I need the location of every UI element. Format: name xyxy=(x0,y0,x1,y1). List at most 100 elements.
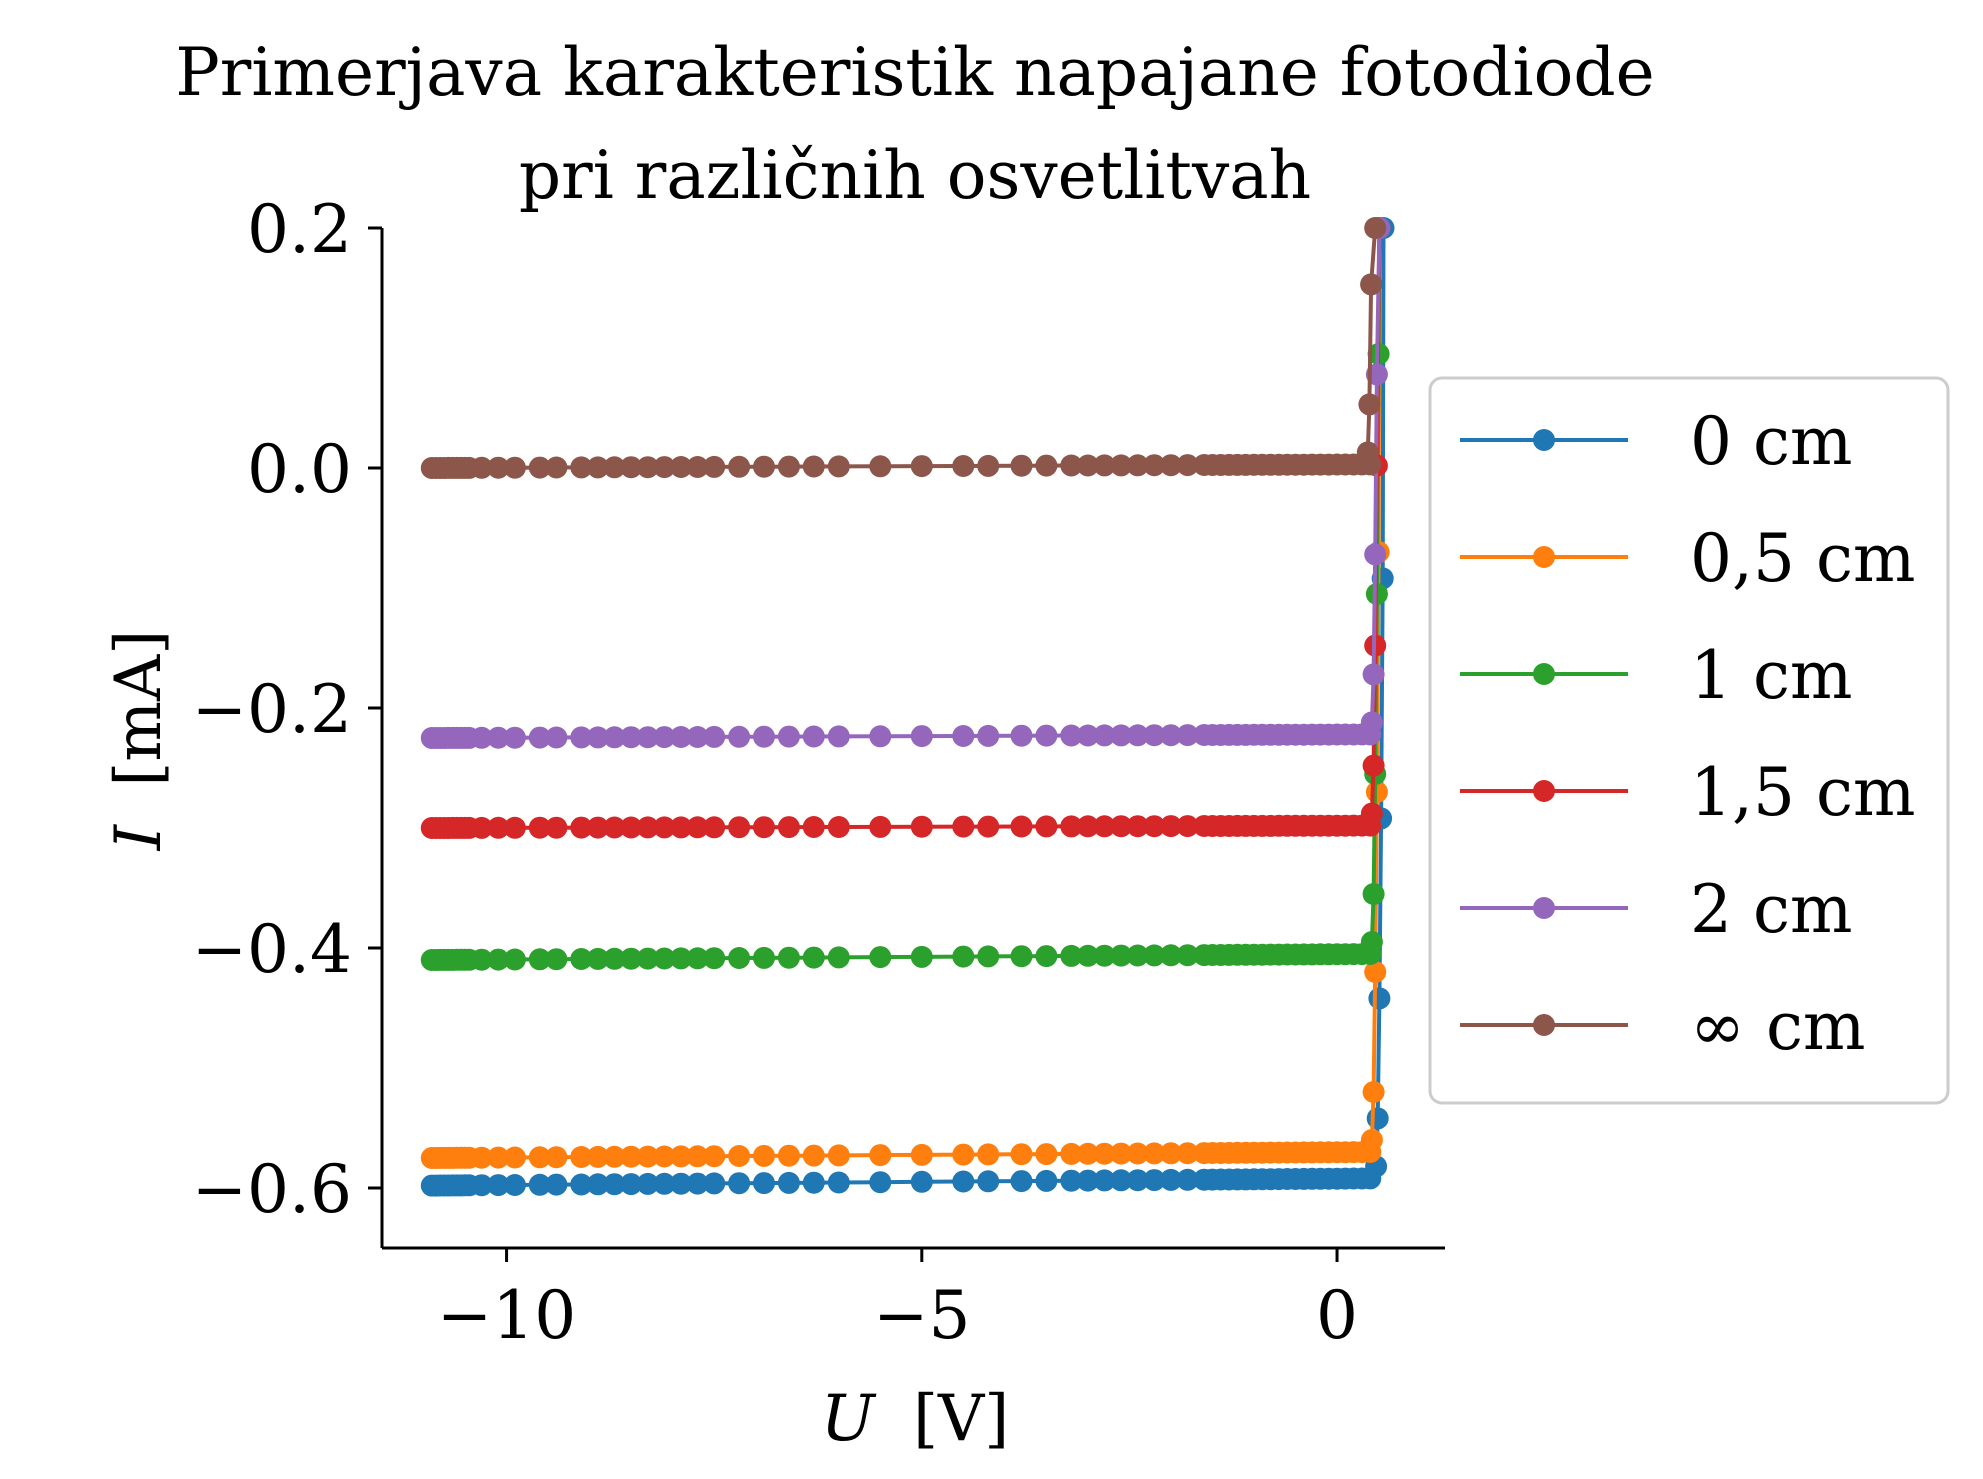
series-4-point-14 xyxy=(545,726,568,749)
series-0-point-18 xyxy=(620,1173,643,1196)
series-1-point-42 xyxy=(1176,1142,1199,1165)
series-2-point-31 xyxy=(952,945,975,968)
series-1-point-20 xyxy=(653,1145,676,1168)
series-3-point-17 xyxy=(603,816,626,839)
series-4-point-15 xyxy=(570,726,593,749)
series-0-point-15 xyxy=(570,1173,593,1196)
series-2-point-17 xyxy=(603,947,626,970)
legend-items: 0 cm 0,5 cm 1 cm 1,5 cm 2 cm ∞ cm xyxy=(1460,403,1916,1065)
y-tick-label-4: 0.2 xyxy=(247,191,352,268)
series-1-point-31 xyxy=(952,1143,975,1166)
series-4-point-27 xyxy=(802,725,825,748)
series-3-point-31 xyxy=(952,815,975,838)
series-4-point-28 xyxy=(827,725,850,748)
series-3-point-18 xyxy=(620,816,643,839)
series-1-point-28 xyxy=(827,1144,850,1167)
series-4-point-13 xyxy=(528,726,551,749)
series-0-point-33 xyxy=(1010,1170,1033,1193)
series-5-point-24 xyxy=(728,455,751,478)
series-2-point-15 xyxy=(570,948,593,970)
series-1-point-12 xyxy=(503,1146,526,1169)
series-0-point-17 xyxy=(603,1173,626,1196)
series-2-point-39 xyxy=(1126,944,1149,967)
series-0-point-35 xyxy=(1060,1169,1083,1192)
x-axis-label-var: U xyxy=(821,1382,877,1456)
series-4-point-23 xyxy=(703,725,726,748)
series-4-point-39 xyxy=(1126,724,1149,747)
series-0 xyxy=(420,217,1395,1197)
series-0-point-21 xyxy=(670,1172,692,1195)
series-5-point-29 xyxy=(869,455,892,478)
series-3-point-39 xyxy=(1126,815,1149,838)
series-5-point-32 xyxy=(977,454,1000,477)
series-2-point-35 xyxy=(1060,944,1083,967)
series-5-point-28 xyxy=(827,455,850,478)
series-3-point-38 xyxy=(1110,815,1133,838)
series-5-point-40 xyxy=(1143,454,1166,477)
series-0-point-16 xyxy=(586,1173,609,1196)
series-1-point-18 xyxy=(620,1145,643,1168)
y-axis-label: I [mA] xyxy=(102,630,176,851)
series-1-point-25 xyxy=(753,1144,775,1167)
series-0-point-40 xyxy=(1143,1169,1166,1192)
series-3 xyxy=(420,217,1391,839)
series-5-point-23 xyxy=(703,455,726,478)
series-2-point-24 xyxy=(728,947,751,969)
series-5-point-37 xyxy=(1093,454,1116,477)
series-1-point-13 xyxy=(528,1146,551,1169)
series-2-point-29 xyxy=(869,946,892,969)
series-4-point-40 xyxy=(1143,724,1166,747)
series-5-point-21 xyxy=(670,456,692,478)
series-1-point-32 xyxy=(977,1143,1000,1166)
series-2-point-34 xyxy=(1035,945,1058,968)
series-0-point-19 xyxy=(636,1172,659,1195)
series-4-point-12 xyxy=(503,726,526,749)
series-1-point-38 xyxy=(1110,1142,1133,1165)
series-2-point-13 xyxy=(528,948,551,971)
series-4-point-17 xyxy=(603,726,626,749)
series-5-point-41 xyxy=(1159,454,1182,477)
series-2-point-28 xyxy=(827,946,850,969)
series-0-point-29 xyxy=(869,1171,892,1194)
series-5-point-11 xyxy=(487,456,510,479)
series-2-point-18 xyxy=(620,947,643,970)
series-0-point-30 xyxy=(910,1170,933,1193)
series-3-point-64 xyxy=(1360,802,1383,825)
x-tick-label-0: −10 xyxy=(437,1277,576,1354)
series-1-point-36 xyxy=(1076,1142,1099,1165)
series-2-point-65 xyxy=(1362,883,1385,905)
series-5-point-16 xyxy=(586,456,609,479)
series-4-point-19 xyxy=(636,726,659,749)
series-1-point-64 xyxy=(1360,1129,1383,1151)
series-4-point-42 xyxy=(1176,724,1199,747)
series-1-point-23 xyxy=(703,1145,726,1168)
series-line-4 xyxy=(431,227,1382,740)
series-0-point-10 xyxy=(470,1174,493,1197)
series-0-point-41 xyxy=(1159,1168,1182,1191)
series-0-point-12 xyxy=(503,1174,526,1196)
series-4-point-65 xyxy=(1362,663,1385,686)
series-4-point-31 xyxy=(952,725,975,747)
series-4-point-25 xyxy=(753,725,775,748)
series-0-point-65 xyxy=(1366,1107,1389,1130)
x-tick-label-1: −5 xyxy=(873,1277,970,1354)
series-5-point-19 xyxy=(636,456,659,479)
series-1-point-15 xyxy=(570,1146,593,1168)
series-3-point-23 xyxy=(703,816,726,839)
series-2-point-37 xyxy=(1093,944,1116,967)
series-3-point-14 xyxy=(545,816,568,839)
series-3-point-40 xyxy=(1143,815,1166,838)
series-1-point-16 xyxy=(586,1145,609,1168)
series-3-point-27 xyxy=(802,816,825,838)
legend-frame xyxy=(1428,376,1950,1105)
axes xyxy=(380,228,1445,1250)
series-3-point-36 xyxy=(1076,815,1099,838)
legend-marker-4 xyxy=(1533,897,1555,919)
series-0-point-31 xyxy=(952,1170,975,1193)
series-2-point-19 xyxy=(636,947,659,970)
series-4-point-20 xyxy=(653,726,676,749)
series-line-2 xyxy=(431,227,1382,962)
series-5 xyxy=(420,217,1387,479)
series-5-point-65 xyxy=(1358,393,1381,416)
